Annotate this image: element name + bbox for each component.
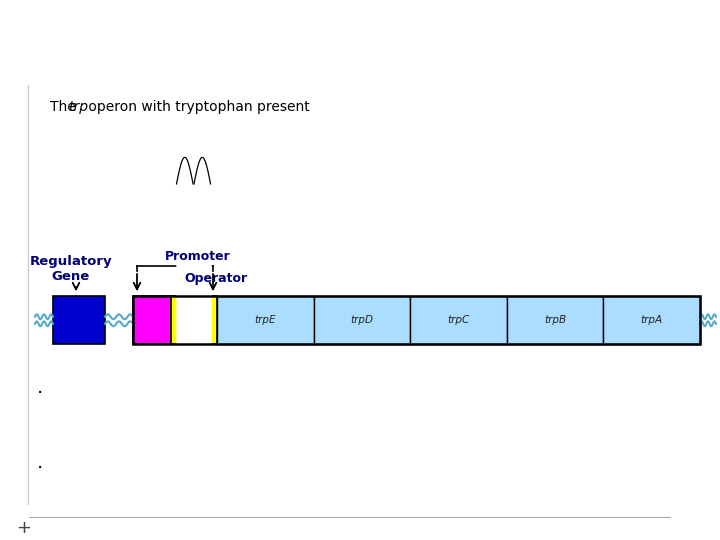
Text: Operon and Presence of: Operon and Presence of <box>395 10 720 36</box>
Bar <box>410 296 507 345</box>
Text: trpE: trpE <box>255 315 276 325</box>
Bar <box>133 296 171 345</box>
Text: Regulatory: Regulatory <box>30 255 112 268</box>
Text: +: + <box>17 519 32 537</box>
Text: INITIATIVE: INITIATIVE <box>647 528 675 534</box>
Text: .: . <box>37 378 43 397</box>
Bar <box>217 296 314 345</box>
Bar <box>314 296 410 345</box>
Bar <box>133 296 700 345</box>
Text: .: . <box>37 454 43 472</box>
Bar <box>507 296 603 345</box>
Bar <box>171 296 217 345</box>
Text: Animation of the: Animation of the <box>102 10 360 36</box>
Text: MATH + SCIENCE: MATH + SCIENCE <box>624 521 697 530</box>
Text: trpD: trpD <box>351 315 374 325</box>
Text: trp: trp <box>68 100 88 114</box>
Text: trp: trp <box>362 10 407 36</box>
Text: trpC: trpC <box>447 315 469 325</box>
Text: NATIONAL: NATIONAL <box>643 517 678 523</box>
Text: Gene: Gene <box>52 269 90 282</box>
Text: Promoter: Promoter <box>165 249 230 262</box>
Text: operon with tryptophan present: operon with tryptophan present <box>84 100 310 114</box>
Text: Operator: Operator <box>185 272 248 285</box>
Bar <box>603 296 700 345</box>
Text: Tryptophan: Tryptophan <box>276 32 444 57</box>
Bar <box>53 296 105 345</box>
Text: trpB: trpB <box>544 315 566 325</box>
Text: The: The <box>50 100 80 114</box>
Text: trpA: trpA <box>641 315 663 325</box>
